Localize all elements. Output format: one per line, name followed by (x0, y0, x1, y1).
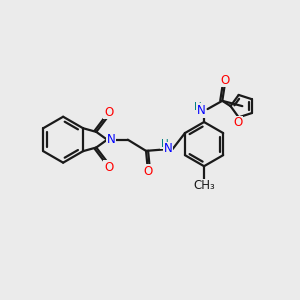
Text: CH₃: CH₃ (193, 179, 215, 192)
Text: H: H (194, 102, 201, 112)
Text: O: O (104, 106, 113, 119)
Text: O: O (143, 165, 152, 178)
Text: O: O (220, 74, 230, 87)
Text: N: N (106, 133, 116, 146)
Text: O: O (104, 161, 113, 174)
Text: N: N (197, 104, 206, 117)
Text: O: O (233, 116, 243, 129)
Text: H: H (161, 139, 169, 148)
Text: N: N (164, 142, 172, 155)
